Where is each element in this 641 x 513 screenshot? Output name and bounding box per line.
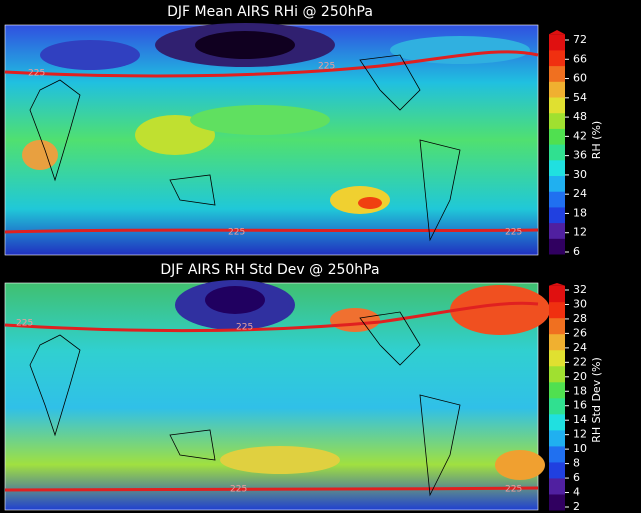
colorbar-tick-label: 2	[573, 500, 580, 513]
contour-label: 225	[228, 228, 245, 238]
colorbar-tick-label: 16	[573, 399, 587, 412]
colorbar-segment	[549, 191, 565, 208]
colorbar-label: RH Std Dev (%)	[590, 357, 603, 442]
contour-label: 225	[505, 228, 522, 238]
colorbar-segment	[549, 445, 565, 463]
colorbar-tick-label: 60	[573, 72, 587, 85]
contour-label: 225	[236, 323, 253, 333]
colorbar-tick-label: 42	[573, 129, 587, 142]
colorbar-tick-label: 54	[573, 91, 587, 104]
colorbar-tick-label: 26	[573, 326, 587, 339]
colorbar-segment	[549, 429, 565, 447]
colorbar-segment	[549, 65, 565, 82]
colorbar-tick-label: 6	[573, 245, 580, 258]
colorbar-segment	[549, 175, 565, 192]
colorbar-segment	[549, 128, 565, 145]
contour-label: 225	[16, 319, 33, 329]
colorbar-segment	[549, 222, 565, 239]
colorbar-tick-label: 36	[573, 149, 587, 162]
colorbar-segment	[549, 413, 565, 431]
contour-label: 225	[28, 69, 45, 79]
colorbar-segment	[549, 34, 565, 51]
colorbar-segment	[549, 159, 565, 177]
colorbar-segment	[549, 49, 565, 67]
panel-title: DJF AIRS RH Std Dev @ 250hPa	[160, 262, 379, 278]
colorbar-tick-label: 28	[573, 312, 587, 325]
colorbar-segment	[549, 112, 565, 129]
colorbar-tick-label: 4	[573, 486, 580, 499]
colorbar-tick-label: 24	[573, 187, 587, 200]
contour-label: 225	[230, 485, 247, 495]
colorbar-segment	[549, 317, 565, 335]
colorbar-tick-label: 18	[573, 384, 587, 397]
contour-label: 225	[318, 62, 335, 72]
colorbar-arrow	[549, 30, 565, 35]
colorbar-segment	[549, 144, 565, 161]
colorbar-tick-label: 6	[573, 471, 580, 484]
colorbar-segment	[549, 285, 565, 303]
colorbar-segment	[549, 397, 565, 415]
map	[4, 23, 539, 256]
colorbar-segment	[549, 97, 565, 114]
colorbar-segment	[549, 493, 565, 511]
colorbar-tick-label: 10	[573, 442, 587, 455]
map	[4, 280, 550, 511]
colorbar-tick-label: 24	[573, 341, 587, 354]
colorbar-tick-label: 66	[573, 52, 587, 65]
colorbar-segment	[549, 81, 565, 98]
colorbar-tick-label: 12	[573, 428, 587, 441]
colorbar-segment	[549, 206, 565, 224]
colorbar-segment	[549, 301, 565, 319]
colorbar-segment	[549, 461, 565, 479]
colorbar-segment	[549, 381, 565, 399]
colorbar-tick-label: 32	[573, 283, 587, 296]
colorbar-segment	[549, 365, 565, 383]
colorbar-tick-label: 18	[573, 206, 587, 219]
colorbar-tick-label: 22	[573, 355, 587, 368]
colorbar-segment	[549, 349, 565, 367]
colorbar-tick-label: 14	[573, 413, 587, 426]
colorbar-tick-label: 12	[573, 226, 587, 239]
colorbar-segment	[549, 238, 565, 255]
contour-label: 225	[505, 485, 522, 495]
colorbar-tick-label: 48	[573, 110, 587, 123]
colorbar-label: RH (%)	[590, 121, 603, 159]
panel-title: DJF Mean AIRS RHi @ 250hPa	[167, 4, 373, 20]
colorbar-tick-label: 30	[573, 168, 587, 181]
colorbar-arrow	[549, 283, 565, 286]
colorbar-tick-label: 8	[573, 457, 580, 470]
colorbar-tick-label: 72	[573, 33, 587, 46]
colorbar-tick-label: 20	[573, 370, 587, 383]
colorbar-tick-label: 30	[573, 297, 587, 310]
colorbar-segment	[549, 477, 565, 495]
colorbar-segment	[549, 333, 565, 351]
